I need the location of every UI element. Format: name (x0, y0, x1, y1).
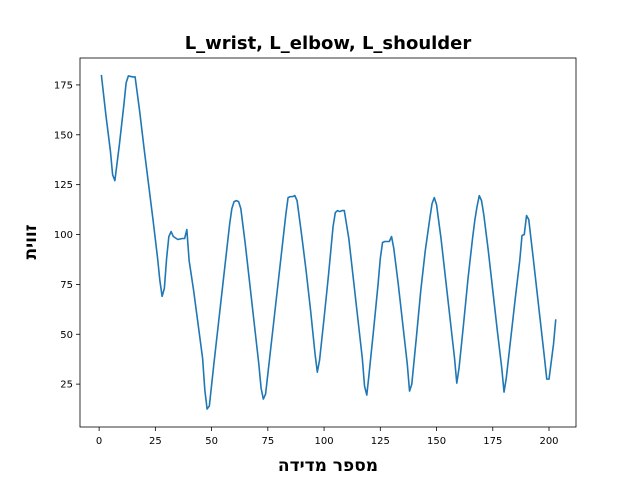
x-tick-label: 100 (315, 436, 334, 447)
x-tick-label: 25 (149, 436, 162, 447)
y-tick-label: 150 (54, 130, 73, 141)
x-tick-label: 125 (371, 436, 390, 447)
x-tick-label: 200 (539, 436, 558, 447)
plot-frame (79, 57, 577, 428)
y-tick-label: 125 (54, 180, 73, 191)
y-axis-title: זווית (21, 224, 41, 259)
y-tick-label: 175 (54, 80, 73, 91)
axis-ticks: 0 25 50 75 100 125 150 175 200 25 50 75 100 125 150 175 (54, 80, 559, 447)
y-tick-label: 50 (60, 330, 73, 341)
x-tick-label: 50 (205, 436, 218, 447)
y-tick-label: 75 (60, 280, 73, 291)
x-tick-label: 0 (96, 436, 102, 447)
y-tick-label: 100 (54, 230, 73, 241)
y-tick-label: 25 (60, 380, 73, 391)
x-tick-label: 175 (483, 436, 502, 447)
chart-title: L_wrist, L_elbow, L_shoulder (185, 33, 472, 54)
plot-area (100, 74, 557, 410)
x-tick-label: 75 (261, 436, 274, 447)
x-axis-title: מספר מדידה (278, 456, 378, 476)
series-line-0 (100, 74, 557, 410)
x-tick-label: 150 (427, 436, 446, 447)
